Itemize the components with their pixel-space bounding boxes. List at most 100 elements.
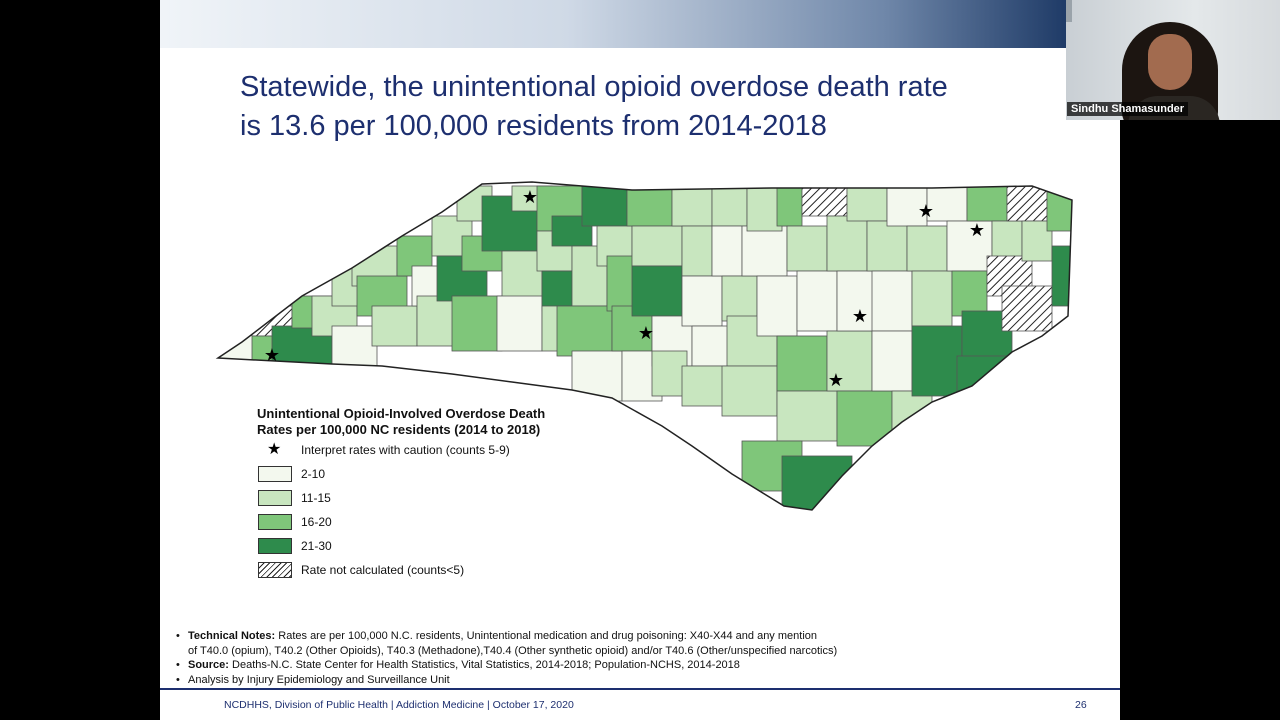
county [911,325,963,397]
county [871,330,913,392]
slide-header-band [160,0,1066,48]
county [906,225,948,272]
technical-notes: Technical Notes: Rates are per 100,000 N… [174,629,1104,687]
county [626,185,673,227]
nc-county-map: ★ ★ ★ ★ ★ ★ ★ [215,181,1073,511]
legend-label: 11-15 [301,491,331,505]
legend-row: 2-10 [257,462,617,486]
county [451,295,503,352]
county [776,390,838,442]
legend-swatch-hatched [258,562,292,578]
county [691,325,733,367]
county [631,265,683,317]
county [711,185,748,227]
county [836,270,878,332]
participant-face [1148,34,1192,90]
participant-video-tile[interactable]: Sindhu Shamasunder [1066,0,1280,120]
note-source: Source: Deaths-N.C. State Center for Hea… [176,658,1104,673]
county [951,270,988,317]
legend-swatch [258,490,292,506]
participant-name-label: Sindhu Shamasunder [1067,102,1189,116]
county [756,275,798,337]
county [631,225,683,267]
legend-row: 11-15 [257,486,617,510]
legend-swatch [258,466,292,482]
legend-label: 21-30 [301,539,332,553]
county [781,455,853,510]
caution-star-icon: ★ [969,220,985,241]
legend-label: 16-20 [301,515,332,529]
legend-label: 2-10 [301,467,326,481]
state-outline [215,181,1073,511]
slide-title-line-1: Statewide, the unintentional opioid over… [240,71,948,103]
caution-star-icon: ★ [264,345,280,366]
county [556,305,613,357]
caution-star-icon: ★ [918,201,934,222]
legend-row: 16-20 [257,510,617,534]
county [846,185,888,222]
slide-title-line-2: is 13.6 per 100,000 residents from 2014-… [240,110,827,142]
county [501,250,543,302]
county [926,185,968,222]
county [1051,245,1072,307]
note-analysis: Analysis by Injury Epidemiology and Surv… [176,673,1104,688]
county [741,225,788,277]
slide-footer: NCDHHS, Division of Public Health | Addi… [224,699,574,711]
note-label: Technical Notes: [188,630,276,642]
presentation-slide: Statewide, the unintentional opioid over… [160,0,1120,720]
star-icon: ★ [267,441,282,458]
county [671,185,713,227]
caution-star-icon: ★ [828,370,844,391]
county [681,365,728,407]
county [836,390,893,447]
county [1001,285,1053,332]
legend-label: Interpret rates with caution (counts 5-9… [301,443,510,457]
county [991,220,1023,262]
note-technical: Technical Notes: Rates are per 100,000 N… [176,629,1104,658]
footer-divider [160,688,1120,690]
county [796,270,838,332]
county [801,185,848,217]
county [371,305,418,347]
county [871,270,913,332]
legend-swatch [258,538,292,554]
county [776,335,828,392]
note-text: Rates are per 100,000 N.C. residents, Un… [275,630,818,642]
county [496,295,543,352]
county [1006,185,1048,222]
map-legend: Unintentional Opioid-Involved Overdose D… [257,406,617,582]
caution-star-icon: ★ [852,306,868,327]
county [786,225,828,272]
county [776,185,803,227]
caution-star-icon: ★ [638,323,654,344]
note-label: Source: [188,659,229,671]
county [541,270,578,312]
county [571,350,623,402]
legend-row: Rate not calculated (counts<5) [257,558,617,582]
county [721,275,758,322]
county [946,220,993,272]
wall-frame [1066,0,1072,22]
county [966,185,1008,222]
county [416,295,458,347]
county [826,330,873,392]
county [681,225,713,277]
legend-label: Rate not calculated (counts<5) [301,563,465,577]
legend-row-caution: ★ Interpret rates with caution (counts 5… [257,438,617,462]
county [721,365,778,417]
note-text: Analysis by Injury Epidemiology and Surv… [188,673,450,686]
county [581,185,628,227]
county [331,325,378,367]
county [911,270,953,327]
caution-star-icon: ★ [522,187,538,208]
legend-row: 21-30 [257,534,617,558]
county [711,225,743,277]
county [866,220,908,272]
legend-title-line-1: Unintentional Opioid-Involved Overdose D… [257,406,546,421]
legend-title-line-2: Rates per 100,000 NC residents (2014 to … [257,422,541,437]
page-number: 26 [1075,699,1087,711]
note-text: Deaths-N.C. State Center for Health Stat… [228,659,740,671]
slide-title: Statewide, the unintentional opioid over… [240,68,1060,146]
legend-swatch [258,514,292,530]
county [651,350,688,397]
